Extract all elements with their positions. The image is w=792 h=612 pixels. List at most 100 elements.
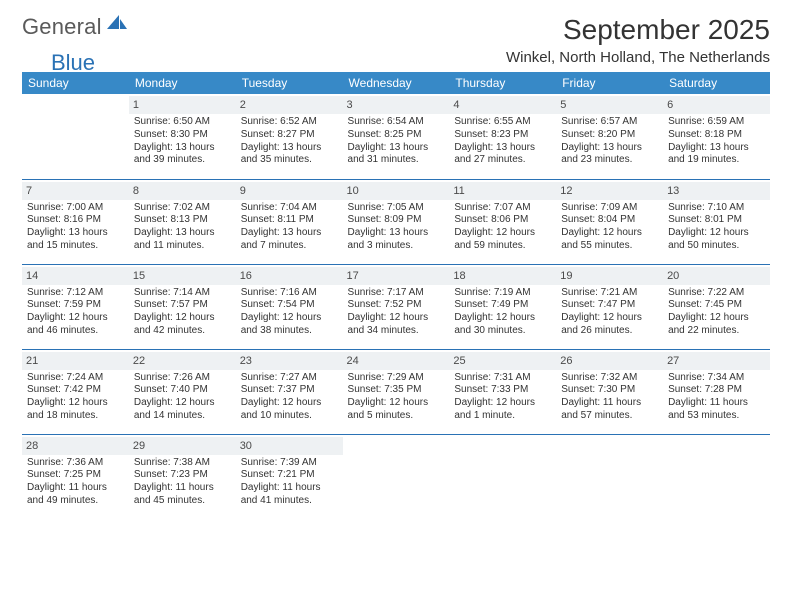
day-details: Sunrise: 7:16 AMSunset: 7:54 PMDaylight:… (240, 287, 339, 338)
day-number: 4 (449, 96, 556, 114)
day-details: Sunrise: 7:00 AMSunset: 8:16 PMDaylight:… (26, 202, 125, 253)
calendar-row: 14Sunrise: 7:12 AMSunset: 7:59 PMDayligh… (22, 264, 770, 349)
calendar-cell: 6Sunrise: 6:59 AMSunset: 8:18 PMDaylight… (663, 94, 770, 179)
day-details: Sunrise: 7:31 AMSunset: 7:33 PMDaylight:… (453, 372, 552, 423)
calendar-cell: 1 Sunrise: 6:50 AMSunset: 8:30 PMDaylight… (129, 94, 236, 179)
day-details: Sunrise: 6:50 AMSunset: 8:30 PMDaylight:… (133, 116, 232, 167)
day-details: Sunrise: 7:34 AMSunset: 7:28 PMDaylight:… (667, 372, 766, 423)
day-number: 3 (343, 96, 450, 114)
day-number: 26 (556, 352, 663, 370)
calendar-cell (343, 434, 450, 519)
calendar-cell: 15 Sunrise: 7:14 AMSunset: 7:57 PMDayligh… (129, 264, 236, 349)
day-number: 12 (556, 182, 663, 200)
logo: General (22, 14, 130, 40)
calendar-cell: 11Sunrise: 7:07 AMSunset: 8:06 PMDayligh… (449, 179, 556, 264)
day-details: Sunrise: 7:38 AMSunset: 7:23 PMDaylight:… (133, 457, 232, 508)
calendar-cell: 30 Sunrise: 7:39 AMSunset: 7:21 PMDayligh… (236, 434, 343, 519)
day-details: Sunrise: 7:36 AMSunset: 7:25 PMDaylight:… (26, 457, 125, 508)
day-number: 29 (129, 437, 236, 455)
day-number: 8 (129, 182, 236, 200)
weekday-header: Tuesday (236, 72, 343, 94)
day-number: 7 (22, 182, 129, 200)
calendar-cell: 23 Sunrise: 7:27 AMSunset: 7:37 PMDayligh… (236, 349, 343, 434)
calendar-cell: 18Sunrise: 7:19 AMSunset: 7:49 PMDayligh… (449, 264, 556, 349)
day-details: Sunrise: 7:02 AMSunset: 8:13 PMDaylight:… (133, 202, 232, 253)
header: General September 2025 Winkel, North Hol… (22, 14, 770, 66)
day-number: 2 (236, 96, 343, 114)
day-details: Sunrise: 7:26 AMSunset: 7:40 PMDaylight:… (133, 372, 232, 423)
weekday-header: Thursday (449, 72, 556, 94)
day-details: Sunrise: 7:10 AMSunset: 8:01 PMDaylight:… (667, 202, 766, 253)
logo-sail-icon (106, 14, 128, 37)
day-number: 6 (663, 96, 770, 114)
day-details: Sunrise: 7:39 AMSunset: 7:21 PMDaylight:… (240, 457, 339, 508)
calendar-cell (449, 434, 556, 519)
calendar-cell: 16 Sunrise: 7:16 AMSunset: 7:54 PMDayligh… (236, 264, 343, 349)
day-number: 18 (449, 267, 556, 285)
calendar-row: 7 Sunrise: 7:00 AMSunset: 8:16 PMDaylight… (22, 179, 770, 264)
day-details: Sunrise: 7:09 AMSunset: 8:04 PMDaylight:… (560, 202, 659, 253)
day-number: 25 (449, 352, 556, 370)
day-number: 24 (343, 352, 450, 370)
day-number: 21 (22, 352, 129, 370)
logo-text-general: General (22, 14, 102, 40)
day-number: 20 (663, 267, 770, 285)
day-number: 16 (236, 267, 343, 285)
day-number: 22 (129, 352, 236, 370)
calendar-cell: 3Sunrise: 6:54 AMSunset: 8:25 PMDaylight… (343, 94, 450, 179)
day-number: 11 (449, 182, 556, 200)
title-block: September 2025 Winkel, North Holland, Th… (506, 14, 770, 66)
day-number: 23 (236, 352, 343, 370)
day-details: Sunrise: 7:27 AMSunset: 7:37 PMDaylight:… (240, 372, 339, 423)
calendar-cell: 22 Sunrise: 7:26 AMSunset: 7:40 PMDayligh… (129, 349, 236, 434)
calendar-cell: 19Sunrise: 7:21 AMSunset: 7:47 PMDayligh… (556, 264, 663, 349)
calendar-cell: 10Sunrise: 7:05 AMSunset: 8:09 PMDayligh… (343, 179, 450, 264)
day-number: 15 (129, 267, 236, 285)
day-details: Sunrise: 7:22 AMSunset: 7:45 PMDaylight:… (667, 287, 766, 338)
day-number: 28 (22, 437, 129, 455)
calendar-cell: 28 Sunrise: 7:36 AMSunset: 7:25 PMDayligh… (22, 434, 129, 519)
calendar-cell: 2 Sunrise: 6:52 AMSunset: 8:27 PMDaylight… (236, 94, 343, 179)
calendar-cell: 5Sunrise: 6:57 AMSunset: 8:20 PMDaylight… (556, 94, 663, 179)
calendar-cell: 27Sunrise: 7:34 AMSunset: 7:28 PMDayligh… (663, 349, 770, 434)
calendar-table: Sunday Monday Tuesday Wednesday Thursday… (22, 72, 770, 519)
day-number: 5 (556, 96, 663, 114)
day-details: Sunrise: 7:32 AMSunset: 7:30 PMDaylight:… (560, 372, 659, 423)
day-details: Sunrise: 6:55 AMSunset: 8:23 PMDaylight:… (453, 116, 552, 167)
day-details: Sunrise: 7:14 AMSunset: 7:57 PMDaylight:… (133, 287, 232, 338)
calendar-cell: 21 Sunrise: 7:24 AMSunset: 7:42 PMDayligh… (22, 349, 129, 434)
day-number: 17 (343, 267, 450, 285)
day-number: 30 (236, 437, 343, 455)
calendar-cell: 24 Sunrise: 7:29 AMSunset: 7:35 PMDayligh… (343, 349, 450, 434)
calendar-cell: 12 Sunrise: 7:09 AMSunset: 8:04 PMDayligh… (556, 179, 663, 264)
calendar-cell: 7 Sunrise: 7:00 AMSunset: 8:16 PMDaylight… (22, 179, 129, 264)
day-details: Sunrise: 7:05 AMSunset: 8:09 PMDaylight:… (347, 202, 446, 253)
day-details: Sunrise: 7:24 AMSunset: 7:42 PMDaylight:… (26, 372, 125, 423)
month-title: September 2025 (506, 14, 770, 46)
calendar-cell: 20 Sunrise: 7:22 AMSunset: 7:45 PMDayligh… (663, 264, 770, 349)
calendar-cell: 9Sunrise: 7:04 AMSunset: 8:11 PMDaylight… (236, 179, 343, 264)
day-details: Sunrise: 7:17 AMSunset: 7:52 PMDaylight:… (347, 287, 446, 338)
calendar-cell (556, 434, 663, 519)
logo-text-blue: Blue (51, 50, 95, 76)
location: Winkel, North Holland, The Netherlands (506, 49, 770, 66)
weekday-header: Wednesday (343, 72, 450, 94)
weekday-header: Saturday (663, 72, 770, 94)
day-details: Sunrise: 7:21 AMSunset: 7:47 PMDaylight:… (560, 287, 659, 338)
calendar-cell: 13 Sunrise: 7:10 AMSunset: 8:01 PMDayligh… (663, 179, 770, 264)
calendar-row: 21 Sunrise: 7:24 AMSunset: 7:42 PMDayligh… (22, 349, 770, 434)
calendar-cell: 25 Sunrise: 7:31 AMSunset: 7:33 PMDayligh… (449, 349, 556, 434)
weekday-header: Friday (556, 72, 663, 94)
day-details: Sunrise: 7:04 AMSunset: 8:11 PMDaylight:… (240, 202, 339, 253)
calendar-cell: 8 Sunrise: 7:02 AMSunset: 8:13 PMDaylight… (129, 179, 236, 264)
calendar-cell (663, 434, 770, 519)
day-number: 13 (663, 182, 770, 200)
calendar-cell: 14Sunrise: 7:12 AMSunset: 7:59 PMDayligh… (22, 264, 129, 349)
day-number: 1 (129, 96, 236, 114)
day-details: Sunrise: 7:29 AMSunset: 7:35 PMDaylight:… (347, 372, 446, 423)
calendar-cell: 26 Sunrise: 7:32 AMSunset: 7:30 PMDayligh… (556, 349, 663, 434)
calendar-cell: 4 Sunrise: 6:55 AMSunset: 8:23 PMDaylight… (449, 94, 556, 179)
weekday-header-row: Sunday Monday Tuesday Wednesday Thursday… (22, 72, 770, 94)
day-details: Sunrise: 6:52 AMSunset: 8:27 PMDaylight:… (240, 116, 339, 167)
calendar-cell: 29 Sunrise: 7:38 AMSunset: 7:23 PMDayligh… (129, 434, 236, 519)
